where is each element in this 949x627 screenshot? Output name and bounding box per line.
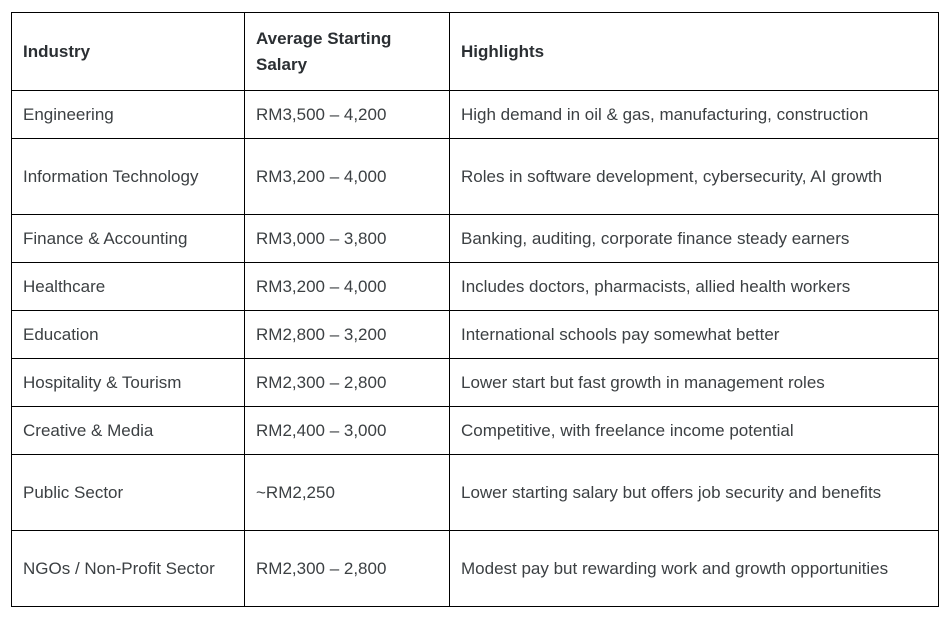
column-header-industry: Industry: [11, 12, 245, 91]
cell-industry: Information Technology: [11, 138, 245, 215]
cell-highlights: International schools pay somewhat bette…: [449, 310, 939, 359]
cell-salary: RM2,800 – 3,200: [244, 310, 450, 359]
column-header-highlights: Highlights: [449, 12, 939, 91]
table-row: Engineering RM3,500 – 4,200 High demand …: [11, 90, 939, 139]
cell-salary: RM3,200 – 4,000: [244, 138, 450, 215]
table-row: Public Sector ~RM2,250 Lower starting sa…: [11, 454, 939, 531]
cell-highlights: Includes doctors, pharmacists, allied he…: [449, 262, 939, 311]
table-row: Information Technology RM3,200 – 4,000 R…: [11, 138, 939, 215]
cell-highlights: Lower starting salary but offers job sec…: [449, 454, 939, 531]
cell-salary: RM3,200 – 4,000: [244, 262, 450, 311]
cell-highlights: Roles in software development, cybersecu…: [449, 138, 939, 215]
cell-industry: Finance & Accounting: [11, 214, 245, 263]
cell-highlights: Banking, auditing, corporate finance ste…: [449, 214, 939, 263]
table-row: Healthcare RM3,200 – 4,000 Includes doct…: [11, 262, 939, 311]
cell-salary: RM2,300 – 2,800: [244, 530, 450, 607]
cell-highlights: Competitive, with freelance income poten…: [449, 406, 939, 455]
cell-industry: Hospitality & Tourism: [11, 358, 245, 407]
cell-industry: Creative & Media: [11, 406, 245, 455]
header-row: Industry Average Starting Salary Highlig…: [11, 12, 939, 91]
cell-highlights: Lower start but fast growth in managemen…: [449, 358, 939, 407]
table-row: NGOs / Non-Profit Sector RM2,300 – 2,800…: [11, 530, 939, 607]
cell-highlights: Modest pay but rewarding work and growth…: [449, 530, 939, 607]
column-header-salary: Average Starting Salary: [244, 12, 450, 91]
table-row: Finance & Accounting RM3,000 – 3,800 Ban…: [11, 214, 939, 263]
cell-salary: RM3,000 – 3,800: [244, 214, 450, 263]
cell-industry: Healthcare: [11, 262, 245, 311]
cell-salary: RM3,500 – 4,200: [244, 90, 450, 139]
table-row: Hospitality & Tourism RM2,300 – 2,800 Lo…: [11, 358, 939, 407]
cell-salary: ~RM2,250: [244, 454, 450, 531]
cell-salary: RM2,300 – 2,800: [244, 358, 450, 407]
cell-highlights: High demand in oil & gas, manufacturing,…: [449, 90, 939, 139]
cell-industry: Engineering: [11, 90, 245, 139]
table-row: Creative & Media RM2,400 – 3,000 Competi…: [11, 406, 939, 455]
cell-salary: RM2,400 – 3,000: [244, 406, 450, 455]
table-row: Education RM2,800 – 3,200 International …: [11, 310, 939, 359]
cell-industry: Public Sector: [11, 454, 245, 531]
cell-industry: Education: [11, 310, 245, 359]
salary-table: Industry Average Starting Salary Highlig…: [11, 12, 939, 607]
cell-industry: NGOs / Non-Profit Sector: [11, 530, 245, 607]
